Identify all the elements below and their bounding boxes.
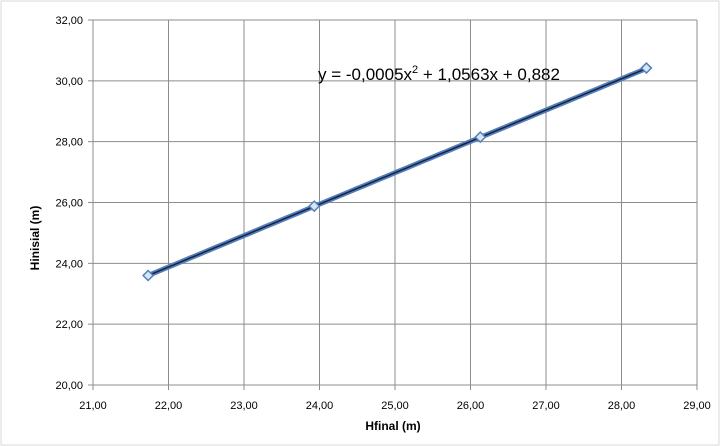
axes bbox=[88, 19, 698, 390]
x-tick-label: 24,00 bbox=[306, 400, 334, 412]
y-tick-label: 22,00 bbox=[55, 319, 83, 331]
x-tick-label: 27,00 bbox=[532, 400, 560, 412]
data-point-marker bbox=[308, 200, 321, 213]
equation-exponent: 2 bbox=[412, 64, 418, 76]
y-tick-label: 20,00 bbox=[55, 380, 83, 392]
x-tick-label: 26,00 bbox=[457, 400, 485, 412]
tick-labels: 21,00 22,00 23,00 24,00 25,00 26,00 27,00 28,00… bbox=[55, 15, 710, 412]
trendline-equation: y = -0,0005x2 + 1,0563x + 0,882 bbox=[318, 64, 560, 84]
x-tick-label: 25,00 bbox=[381, 400, 409, 412]
trendline bbox=[147, 67, 648, 277]
y-tick-label: 32,00 bbox=[55, 15, 83, 27]
equation-suffix: + 1,0563x + 0,882 bbox=[418, 65, 560, 84]
data-point-marker bbox=[474, 131, 487, 144]
x-tick-label: 22,00 bbox=[155, 400, 183, 412]
data-point-marker bbox=[142, 269, 155, 282]
y-tick-label: 28,00 bbox=[55, 137, 83, 149]
y-tick-label: 30,00 bbox=[55, 76, 83, 88]
data-point-marker bbox=[640, 61, 653, 75]
x-tick-label: 21,00 bbox=[79, 400, 107, 412]
plot-content bbox=[142, 61, 653, 282]
x-tick-label: 29,00 bbox=[683, 400, 711, 412]
y-axis-title: Hinisial (m) bbox=[28, 206, 42, 271]
x-axis-title: Hfinal (m) bbox=[365, 419, 420, 433]
equation-prefix: y = -0,0005x bbox=[318, 65, 413, 84]
y-tick-label: 26,00 bbox=[55, 198, 83, 210]
x-tick-label: 23,00 bbox=[230, 400, 258, 412]
x-tick-label: 28,00 bbox=[608, 400, 636, 412]
y-tick-label: 24,00 bbox=[55, 258, 83, 270]
